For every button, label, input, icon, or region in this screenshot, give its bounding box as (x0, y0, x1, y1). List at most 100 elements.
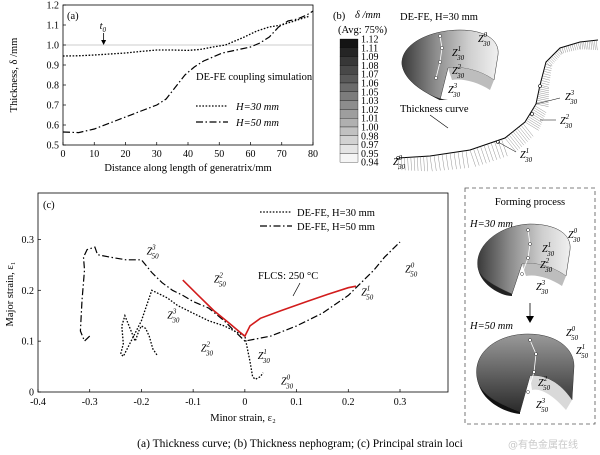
figure-caption: (a) Thickness curve; (b) Thickness nepho… (137, 438, 463, 450)
thickness-vector (559, 47, 562, 54)
legend-label-c-h30: DE-FE, H=30 mm (297, 208, 375, 219)
thickness-vector (567, 45, 570, 52)
colorbar-tick-9: 1.01 (361, 114, 379, 125)
thickness-vector (506, 136, 519, 151)
panel-c-label: (c) (43, 200, 55, 211)
c-x-tick-label-1: -0.3 (82, 397, 98, 408)
colorbar-cell-4 (339, 74, 359, 84)
thickness-vector (487, 143, 494, 162)
panel-b-point-labels: Z0 30 Z1 30 Z2 30 Z3 30 (448, 31, 491, 99)
c-x-tick-label-5: 0.1 (290, 397, 303, 408)
panel-c-series-h50 (79, 241, 401, 343)
a-y-tick-label-0: 0.5 (47, 141, 60, 152)
thickness-vector (510, 133, 523, 147)
colorbar-tick-3: 1.08 (361, 61, 379, 72)
panel-c-flcs-curve (182, 279, 357, 338)
thickness-vector (433, 155, 437, 171)
xs-z30-0: Z0 30 (393, 154, 406, 171)
panel-a-series-h50 (62, 10, 314, 134)
thickness-vector (563, 46, 566, 53)
colorbar-cell-9 (339, 118, 359, 128)
b-z30-1: Z1 30 (452, 45, 465, 62)
a-y-tick-label-3: 0.8 (47, 81, 60, 92)
xs-pointer-3 (535, 97, 561, 105)
f-z30-3: Z3 30 (536, 279, 549, 296)
a-y-tick-label-5: 1.0 (47, 41, 60, 52)
thickness-vector (577, 42, 581, 50)
colorbar-cell-2 (339, 56, 359, 66)
colorbar-tick-13: 0.95 (361, 149, 379, 160)
c-x-tick-label-0: -0.4 (30, 397, 46, 408)
forming-title: Forming process (495, 197, 565, 208)
thickness-vector (537, 94, 549, 97)
thickness-vector (541, 77, 550, 81)
forming-arrowhead (526, 316, 534, 323)
thickness-curve-pointer (429, 114, 449, 129)
thickness-vector (587, 41, 589, 50)
cross-section-point-1 (530, 112, 534, 116)
b-z30-0: Z0 30 (478, 31, 491, 48)
panel-b-thickness-nephogram: (b) δ /mm (Avg: 75%) 1.121.111.091.081.0… (333, 10, 599, 172)
thickness-vector (465, 150, 469, 168)
thickness-vector (423, 156, 425, 172)
thickness-vector (551, 56, 557, 61)
thickness-vector (522, 123, 534, 137)
thickness-vector (494, 141, 501, 159)
flcs-pointer (292, 282, 301, 297)
thickness-vector (581, 41, 583, 50)
flcs-label: FLCS: 250 °C (258, 271, 318, 282)
panel-a-thickness-curve: (a) t0 0 10 20 30 40 50 60 70 80 0.5 0.6 0.7 0.8 0.9… (9, 1, 318, 175)
colorbar-tick-1: 1.11 (361, 43, 378, 54)
legend-label-h30: H=30 mm (235, 102, 279, 113)
thickness-vector (457, 151, 461, 169)
thickness-vector (565, 46, 568, 53)
thickness-vector (592, 40, 594, 50)
thickness-vector (539, 88, 550, 92)
colorbar-cell-5 (339, 82, 359, 92)
a-x-tick-label-1: 10 (89, 149, 99, 160)
thickness-vector (417, 156, 419, 171)
a-x-tick-label-8: 80 (308, 149, 318, 160)
thickness-vector (554, 53, 559, 59)
thickness-vector (545, 64, 553, 67)
f-z50-1: Z1 50 (576, 343, 589, 360)
thickness-vector (420, 156, 422, 172)
cross-section-point-3 (396, 156, 400, 160)
c-y-tick-label-1: 0.1 (22, 337, 35, 348)
thickness-vector (397, 157, 399, 170)
colorbar-cell-6 (339, 91, 359, 101)
panel-a-reference-label: t0 (100, 21, 107, 45)
thickness-vector (575, 43, 579, 50)
thickness-vector (536, 100, 549, 103)
thickness-vector (480, 146, 487, 164)
thickness-vector (449, 152, 453, 170)
thickness-vector (547, 60, 553, 66)
thickness-vector (594, 40, 596, 51)
thickness-vector (469, 149, 476, 167)
thickness-vector (536, 101, 549, 105)
thickness-vector (461, 151, 465, 169)
thickness-vector (437, 154, 441, 171)
thickness-vector (404, 157, 406, 171)
thickness-vector (542, 73, 551, 76)
thickness-vector (569, 44, 573, 52)
colorbar-tick-7: 1.03 (361, 96, 379, 107)
panel-a-x-axis-label: Distance along length of generatrix/mm (104, 163, 271, 174)
c-x-tick-label-3: -0.1 (185, 397, 201, 408)
colorbar-cell-1 (339, 47, 359, 57)
thickness-vector (555, 52, 561, 57)
thickness-vector (543, 71, 552, 74)
c-x-tick-label-6: 0.2 (342, 397, 355, 408)
thickness-vector (537, 96, 549, 99)
c-label-Z50-3: Z3 50 (147, 244, 160, 261)
thickness-vector (516, 128, 528, 142)
panel-a-series-h30 (62, 15, 311, 57)
thickness-vector (537, 98, 549, 101)
thickness-vector (583, 41, 585, 50)
panel-b-label: (b) (333, 11, 346, 22)
colorbar-tick-6: 1.05 (361, 87, 379, 98)
colorbar-tick-0: 1.12 (361, 35, 379, 46)
colorbar-cell-8 (339, 109, 359, 119)
panel-c-plot-frame (37, 192, 449, 393)
thickness-vector (429, 155, 433, 172)
